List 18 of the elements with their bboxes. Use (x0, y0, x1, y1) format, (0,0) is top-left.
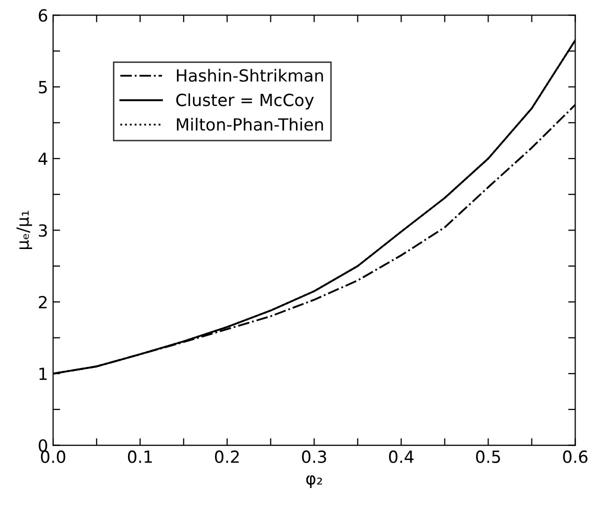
x-tick-label: 0.0 (40, 450, 66, 464)
y-tick-label: 5 (38, 81, 47, 94)
x-tick-label: 0.1 (128, 450, 152, 464)
y-tick-label: 1 (39, 368, 47, 380)
legend-label: Milton-Phan-Thien (176, 118, 323, 131)
x-tick-label: 0.5 (476, 450, 500, 464)
x-axis-title: φ₂ (306, 475, 322, 488)
y-tick-label: 2 (38, 296, 47, 308)
x-tick-label: 0.2 (214, 450, 239, 464)
y-axis-title: μₑ/μ₁ (16, 210, 32, 250)
x-tick-label: 0.4 (389, 450, 414, 464)
y-tick-label: 6 (38, 9, 48, 22)
x-tick-label: 0.6 (563, 450, 588, 464)
legend-label: Hashin-Shtrikman (176, 68, 323, 82)
y-tick-label: 3 (38, 224, 47, 237)
legend-label: Cluster = McCoy (176, 93, 314, 110)
y-tick-label: 4 (38, 152, 48, 165)
x-tick-label: 0.3 (302, 450, 326, 464)
